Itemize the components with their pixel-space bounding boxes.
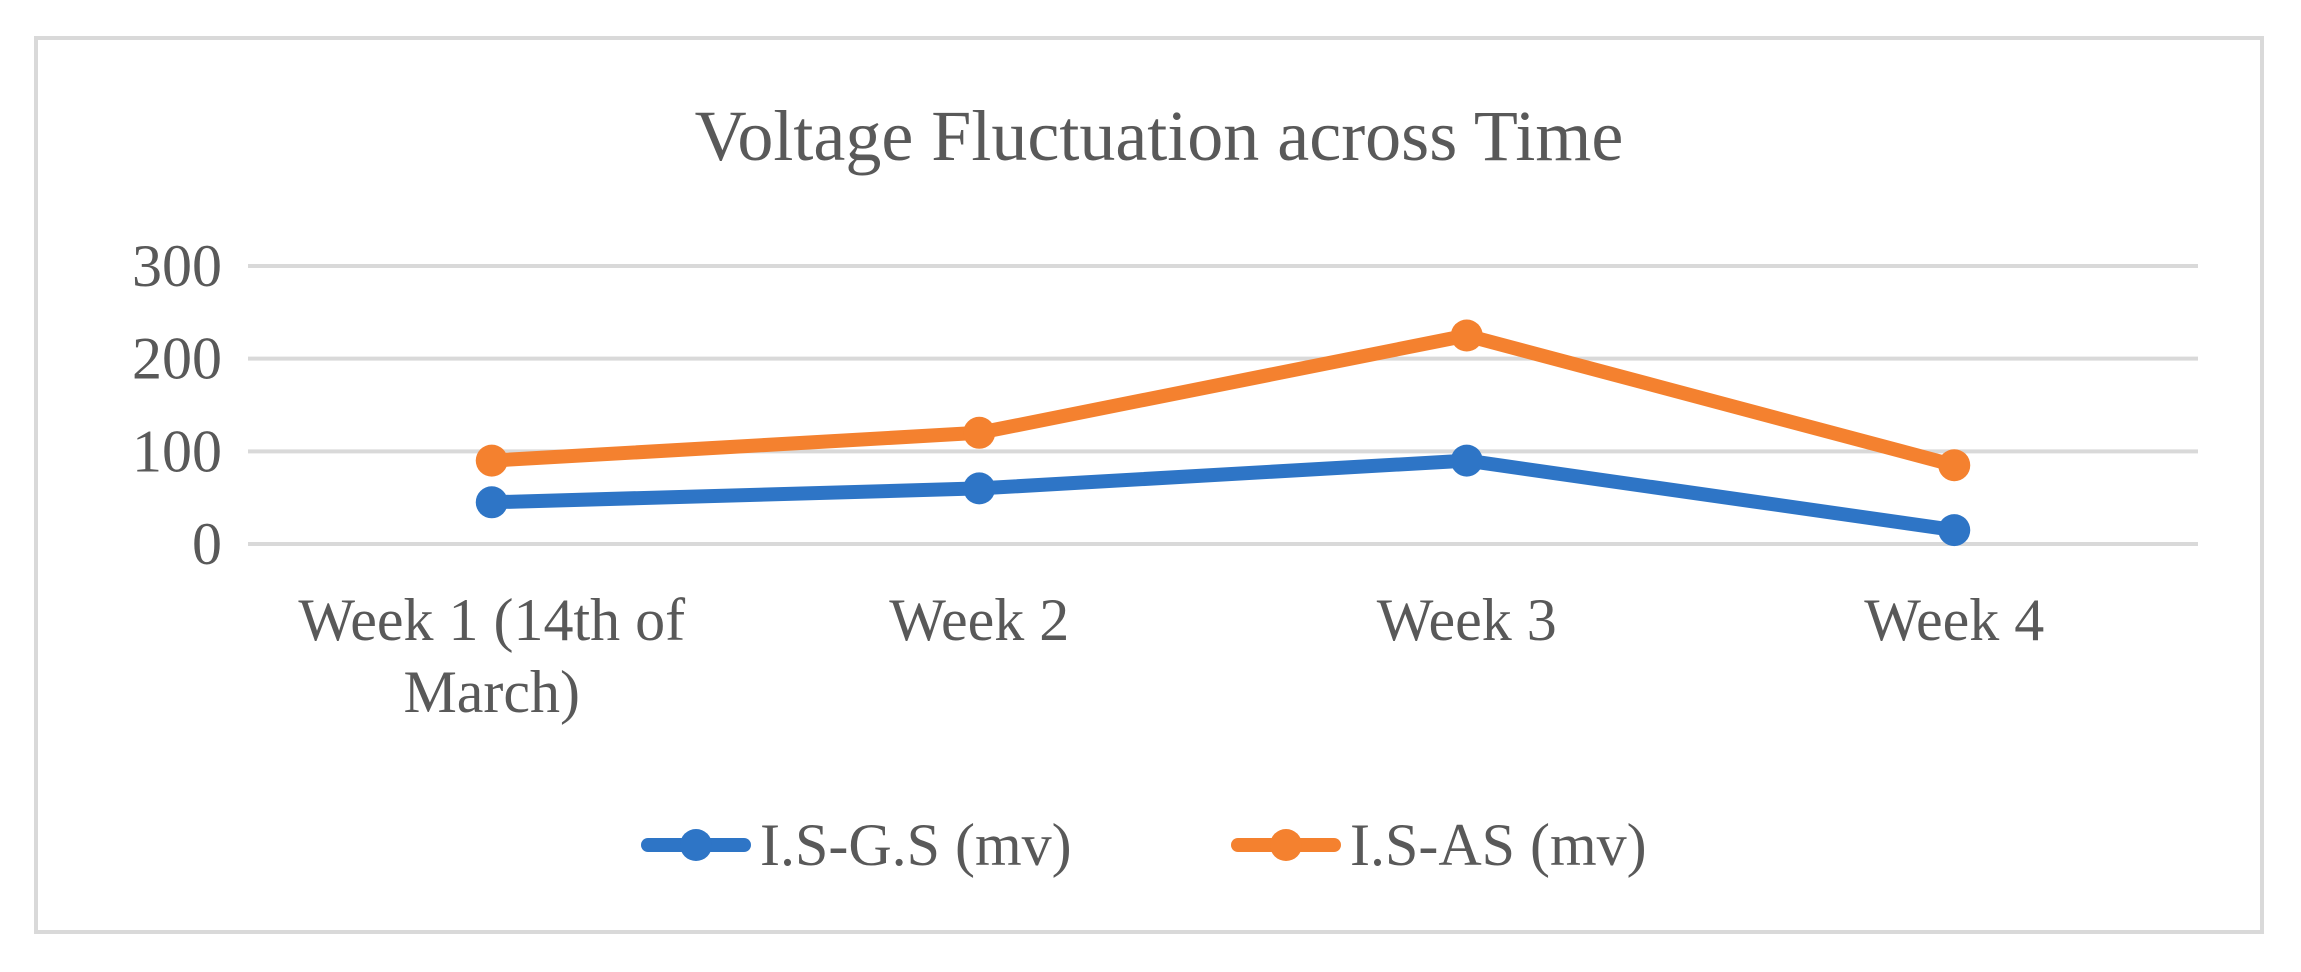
data-point [475,444,508,477]
legend-swatch-marker [1270,829,1302,861]
y-tick-label: 100 [132,418,222,484]
data-point [1938,449,1971,482]
x-axis-ticks: Week 1 (14th of March) Week 2 Week 3 Week 4 [298,587,2044,725]
series-line [484,328,1962,473]
y-tick-label: 300 [132,233,222,299]
chart-title: Voltage Fluctuation across Time [695,96,1624,176]
data-point [1450,319,1483,352]
series-line [484,453,1962,538]
y-axis-ticks: 0 100 200 300 [132,233,222,577]
legend-label: I.S-AS (mv) [1350,812,1647,878]
data-point [963,472,996,505]
data-point [475,486,508,519]
series-2 [475,319,1971,482]
legend[interactable]: I.S-G.S (mv) I.S-AS (mv) [641,812,1647,878]
x-tick-label-line: Week 1 (14th of [298,587,685,653]
x-tick-label: Week 3 [1377,587,1557,653]
data-point [963,416,996,449]
series-1 [475,444,1971,547]
x-tick-label-line: March) [403,659,580,725]
data-point [1450,444,1483,477]
x-tick-label-line: Week 2 [889,587,1069,653]
x-tick-label: Week 4 [1864,587,2044,653]
legend-label: I.S-G.S (mv) [760,812,1072,878]
legend-swatch-marker [680,829,712,861]
legend-item[interactable]: I.S-G.S (mv) [641,812,1072,878]
x-tick-label-line: Week 3 [1377,587,1557,653]
x-tick-label-line: Week 4 [1864,587,2044,653]
y-tick-label: 0 [192,511,222,577]
x-tick-label: Week 1 (14th of March) [298,587,685,725]
x-tick-label: Week 2 [889,587,1069,653]
legend-item[interactable]: I.S-AS (mv) [1231,812,1647,878]
series [475,319,1971,547]
data-point [1938,514,1971,547]
y-tick-label: 200 [132,326,222,392]
